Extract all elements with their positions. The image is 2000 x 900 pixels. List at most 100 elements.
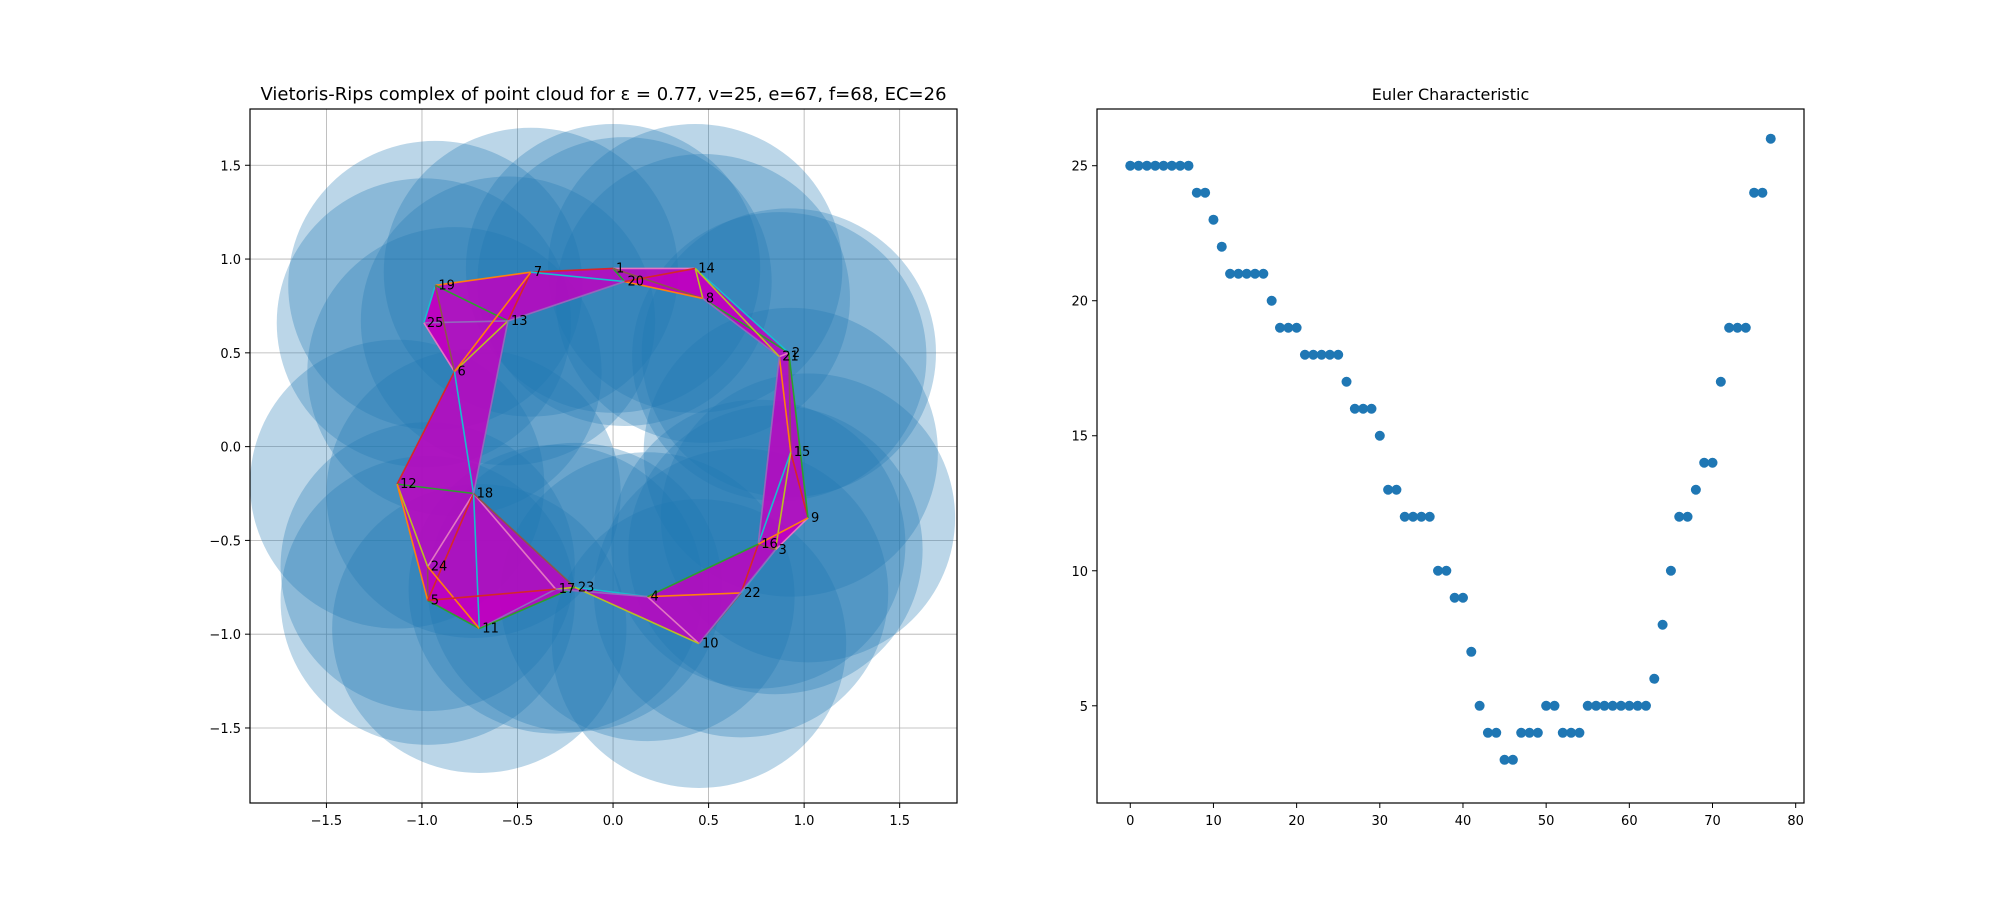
y-tick-label: 10 bbox=[1071, 565, 1088, 580]
vertex-label: 2 bbox=[792, 346, 800, 361]
simplex-face bbox=[758, 356, 791, 545]
ec-data-point bbox=[1640, 700, 1651, 711]
vr-plot-area bbox=[250, 109, 957, 803]
ec-data-point bbox=[1399, 511, 1410, 522]
simplex-face bbox=[397, 484, 474, 567]
ec-data-point bbox=[1699, 457, 1710, 468]
vertex-label: 19 bbox=[438, 278, 455, 293]
simplex-edge bbox=[423, 285, 437, 324]
vertex-label: 3 bbox=[778, 543, 786, 558]
vertex-label: 8 bbox=[706, 291, 714, 306]
euler-characteristic-panel: 0 10 20 30 40 50 60 70 80 5 10 15 20 25 Euler Charac… bbox=[1071, 85, 1805, 829]
simplex-edge bbox=[698, 549, 777, 645]
ec-data-point bbox=[1433, 565, 1444, 576]
simplex-face bbox=[624, 268, 703, 299]
ec-scatter-points bbox=[1125, 133, 1776, 765]
ec-data-point bbox=[1166, 160, 1177, 171]
simplex-face bbox=[454, 320, 508, 494]
simplex-edge bbox=[472, 320, 509, 494]
simplex-edge bbox=[774, 517, 809, 551]
ec-data-point bbox=[1391, 484, 1402, 495]
ec-data-point bbox=[1408, 511, 1419, 522]
ec-data-point bbox=[1441, 565, 1452, 576]
simplex-edge bbox=[574, 586, 700, 645]
ec-data-point bbox=[1266, 295, 1277, 306]
y-tick-label: −1.5 bbox=[209, 722, 241, 737]
vr-grid bbox=[250, 109, 957, 803]
y-tick-label: 15 bbox=[1071, 430, 1088, 445]
ec-data-point bbox=[1466, 646, 1477, 657]
ec-data-point bbox=[1457, 592, 1468, 603]
ec-data-point bbox=[1516, 727, 1527, 738]
ec-data-point bbox=[1682, 511, 1693, 522]
ec-data-point bbox=[1507, 754, 1518, 765]
y-tick-label: 25 bbox=[1071, 160, 1088, 175]
ec-data-point bbox=[1491, 727, 1502, 738]
simplex-edge bbox=[779, 352, 790, 358]
ec-data-point bbox=[1566, 727, 1577, 738]
simplex-face bbox=[423, 285, 455, 372]
simplex-edge bbox=[694, 267, 790, 354]
y-tick-label: 0.0 bbox=[220, 441, 241, 456]
ec-data-point bbox=[1183, 160, 1194, 171]
ec-data-point bbox=[1607, 700, 1618, 711]
vertex-label: 18 bbox=[477, 487, 494, 502]
ec-data-point bbox=[1333, 349, 1344, 360]
simplex-edge bbox=[396, 483, 429, 601]
ec-data-point bbox=[1383, 484, 1394, 495]
vertex-label: 10 bbox=[702, 637, 719, 652]
simplex-edge bbox=[423, 322, 456, 373]
ec-data-point bbox=[1616, 700, 1627, 711]
simplex-face bbox=[758, 517, 808, 550]
ec-data-point bbox=[1191, 187, 1202, 198]
simplex-edge bbox=[740, 543, 760, 594]
ec-x-axis-ticks: 0 10 20 30 40 50 60 70 80 bbox=[1126, 803, 1804, 829]
vr-chart-title: Vietoris-Rips complex of point cloud for… bbox=[260, 84, 946, 105]
epsilon-disks bbox=[250, 124, 956, 788]
vertex-label: 22 bbox=[744, 586, 761, 601]
ec-data-point bbox=[1250, 268, 1261, 279]
ec-plot-area bbox=[1097, 109, 1804, 803]
ec-data-point bbox=[1749, 187, 1760, 198]
vertex-label: 9 bbox=[811, 511, 819, 526]
ec-data-point bbox=[1541, 700, 1552, 711]
y-tick-label: 20 bbox=[1071, 295, 1088, 310]
ec-data-point bbox=[1358, 403, 1369, 414]
simplex-edge bbox=[647, 543, 759, 598]
simplex-edge bbox=[612, 267, 704, 300]
simplex-edge bbox=[396, 371, 456, 485]
x-tick-label: 50 bbox=[1538, 814, 1555, 829]
vertex-label: 6 bbox=[457, 365, 465, 380]
simplex-edge bbox=[757, 356, 781, 545]
x-tick-label: 10 bbox=[1205, 814, 1222, 829]
simplex-edge bbox=[427, 493, 475, 568]
x-tick-label: 40 bbox=[1455, 814, 1472, 829]
ec-data-point bbox=[1208, 214, 1219, 225]
simplex-edge bbox=[478, 588, 557, 630]
simplex-edge bbox=[788, 352, 792, 453]
ec-y-axis-ticks: 5 10 15 20 25 bbox=[1071, 160, 1097, 715]
ec-data-point bbox=[1449, 592, 1460, 603]
simplex-edge bbox=[757, 517, 809, 545]
ec-data-point bbox=[1624, 700, 1635, 711]
simplex-edge bbox=[426, 493, 475, 601]
simplex-edge bbox=[624, 280, 704, 300]
simplex-face bbox=[397, 371, 474, 494]
ec-data-point bbox=[1324, 349, 1335, 360]
simplex-edge bbox=[427, 588, 556, 602]
vertex-label: 7 bbox=[534, 265, 542, 280]
ec-data-point bbox=[1216, 241, 1227, 252]
vr-y-axis-ticks: −1.5 −1.0 −0.5 0.0 0.5 1.0 1.5 bbox=[209, 159, 250, 737]
simplex-edge bbox=[453, 371, 475, 494]
simplex-edge bbox=[478, 586, 576, 630]
x-tick-label: 1.0 bbox=[794, 814, 815, 829]
x-tick-label: 1.5 bbox=[889, 814, 910, 829]
x-tick-label: 0.5 bbox=[698, 814, 719, 829]
ec-chart-title: Euler Characteristic bbox=[1372, 85, 1530, 104]
simplex-face bbox=[507, 272, 625, 321]
vertex-label: 1 bbox=[616, 261, 624, 276]
simplex-edge bbox=[507, 271, 532, 322]
ec-data-point bbox=[1233, 268, 1244, 279]
